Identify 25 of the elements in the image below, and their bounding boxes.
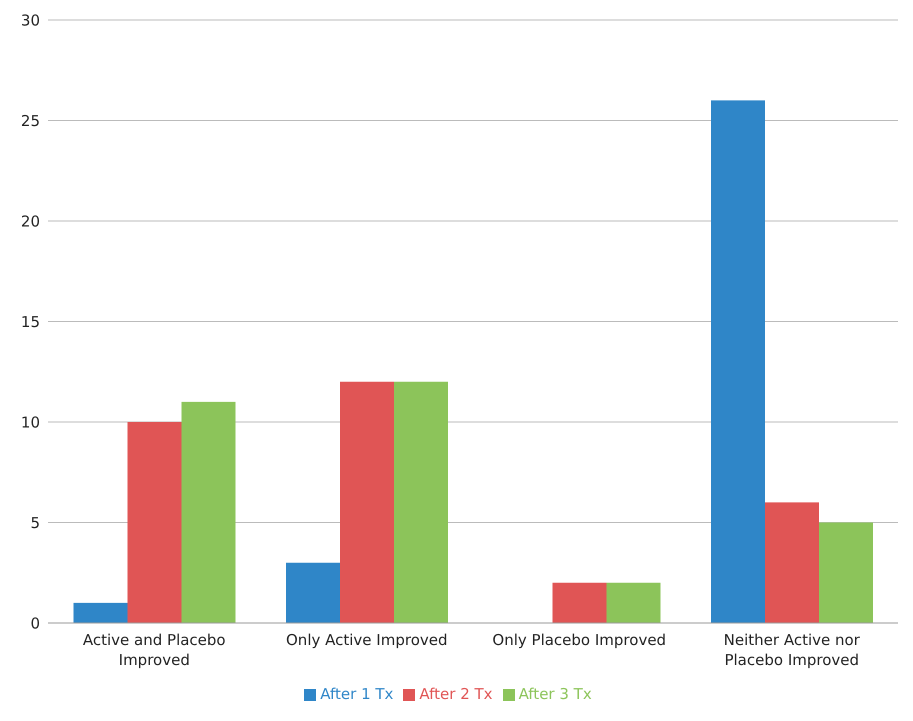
bar	[606, 582, 660, 623]
y-tick-label: 10	[20, 413, 40, 432]
legend-label: After 3 Tx	[518, 685, 592, 703]
y-tick-label: 30	[20, 11, 40, 30]
y-tick-label: 25	[20, 112, 40, 130]
legend-label: After 2 Tx	[419, 685, 493, 703]
x-tick-label: Only Active Improved	[286, 631, 448, 649]
bar	[711, 100, 765, 623]
bar	[128, 422, 182, 623]
bar	[394, 382, 448, 623]
bar	[765, 502, 819, 623]
bar	[286, 562, 340, 623]
bar	[819, 522, 873, 623]
bar	[74, 602, 128, 623]
x-tick-label: Neither Active nor Placebo Improved	[724, 631, 861, 669]
x-tick-label: Active and Placebo Improved	[82, 631, 226, 669]
y-tick-label: 15	[20, 312, 40, 331]
x-tick-label: Only Placebo Improved	[492, 631, 666, 649]
y-tick-label: 5	[30, 514, 40, 532]
bar	[552, 582, 606, 623]
bar	[340, 382, 394, 623]
y-tick-label: 20	[20, 212, 40, 230]
legend-label: After 1 Tx	[320, 685, 394, 703]
y-tick-label: 0	[30, 614, 40, 632]
bar	[182, 402, 236, 623]
